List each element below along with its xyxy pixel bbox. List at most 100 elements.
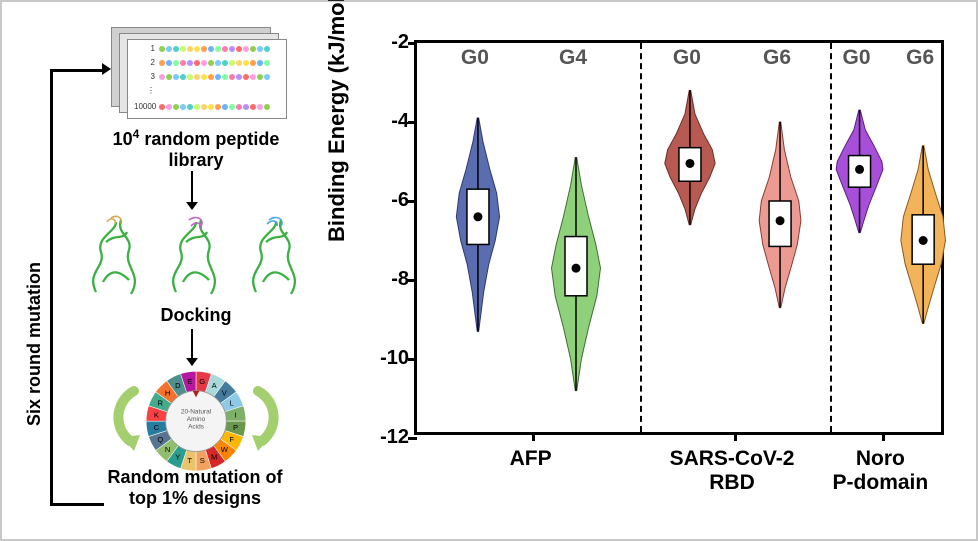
residue-dot bbox=[173, 104, 179, 110]
residue-dot bbox=[194, 60, 200, 66]
residue-dot bbox=[222, 104, 228, 110]
residue-dot bbox=[250, 46, 256, 52]
residue-dot bbox=[243, 104, 249, 110]
residue-dot bbox=[187, 60, 193, 66]
wheel-letter: G bbox=[199, 377, 205, 386]
residue-dot bbox=[236, 46, 242, 52]
y-tick-label: -10 bbox=[369, 347, 409, 370]
y-tick-label: -8 bbox=[369, 268, 409, 291]
residue-dot bbox=[222, 74, 228, 80]
residue-dot bbox=[222, 46, 228, 52]
residue-dot bbox=[257, 104, 263, 110]
sequence-row: 2 bbox=[134, 58, 270, 67]
residue-dot bbox=[180, 60, 186, 66]
sequence-index: 1 bbox=[134, 44, 158, 53]
figure-root: 123⋮10000 104 random peptide library Doc… bbox=[0, 0, 978, 541]
chart-panel: Binding Energy (kJ/mol) -2-4-6-8-10-12 A… bbox=[332, 12, 962, 532]
sequence-index: 10000 bbox=[134, 102, 158, 111]
residue-dot bbox=[187, 46, 193, 52]
residue-dot bbox=[180, 74, 186, 80]
median-dot bbox=[919, 236, 928, 245]
generation-label: G6 bbox=[895, 46, 945, 70]
generation-label: G0 bbox=[832, 46, 882, 70]
generation-label: G0 bbox=[662, 46, 712, 70]
residue-dot bbox=[166, 104, 172, 110]
y-tick bbox=[408, 437, 417, 440]
residue-dot bbox=[222, 60, 228, 66]
residue-dot bbox=[166, 60, 172, 66]
wheel-arrow-left bbox=[100, 383, 140, 453]
residue-dot bbox=[194, 74, 200, 80]
generation-label: G6 bbox=[752, 46, 802, 70]
wheel-letter: Q bbox=[157, 435, 163, 444]
category-label: AFP bbox=[451, 447, 611, 471]
docking-label: Docking bbox=[86, 305, 306, 326]
loop-arrowhead bbox=[102, 63, 111, 75]
y-tick bbox=[408, 200, 417, 203]
amino-acid-wheel: GAVLIPFWMSTYNQCKRHDE20-NaturalAminoAcids bbox=[131, 367, 261, 467]
wheel-letter: E bbox=[187, 377, 192, 386]
residue-dot bbox=[236, 104, 242, 110]
wheel-letter: P bbox=[233, 423, 238, 432]
wheel-letter: Y bbox=[175, 452, 180, 461]
residue-dot bbox=[250, 74, 256, 80]
wheel-letter: D bbox=[175, 381, 181, 390]
wheel-letter: N bbox=[165, 445, 170, 454]
residue-dot bbox=[159, 46, 165, 52]
residue-dot bbox=[208, 104, 214, 110]
mutation-label: Random mutation of top 1% designs bbox=[75, 467, 315, 508]
plot-area: -2-4-6-8-10-12 bbox=[414, 40, 944, 435]
sequence-row: 3 bbox=[134, 72, 270, 81]
wheel-center-text: 20-Natural bbox=[181, 409, 211, 416]
median-dot bbox=[685, 159, 694, 168]
residue-dot bbox=[201, 104, 207, 110]
residue-dot bbox=[166, 74, 172, 80]
wheel-center-text: Amino bbox=[187, 416, 206, 423]
residue-dot bbox=[194, 104, 200, 110]
residue-dot bbox=[208, 60, 214, 66]
protein-structure-3 bbox=[241, 212, 311, 302]
median-dot bbox=[855, 165, 864, 174]
loop-bracket bbox=[50, 69, 104, 506]
y-tick-label: -2 bbox=[369, 31, 409, 54]
wheel-center-text: Acids bbox=[188, 424, 205, 431]
residue-dot bbox=[250, 60, 256, 66]
residue-dot bbox=[264, 74, 270, 80]
wheel-letter: M bbox=[211, 452, 217, 461]
residue-dot bbox=[257, 46, 263, 52]
category-label: SARS-CoV-2RBD bbox=[652, 447, 812, 495]
y-tick bbox=[408, 358, 417, 361]
residue-dot bbox=[201, 60, 207, 66]
residue-dot bbox=[243, 60, 249, 66]
residue-dot bbox=[215, 60, 221, 66]
sequence-row: 1 bbox=[134, 44, 270, 53]
residue-dot bbox=[264, 46, 270, 52]
wheel-letter: I bbox=[235, 410, 237, 419]
docking-illustration bbox=[81, 212, 311, 302]
residue-dot bbox=[257, 74, 263, 80]
wheel-letter: C bbox=[154, 423, 160, 432]
generation-label: G0 bbox=[450, 46, 500, 70]
wheel-letter: T bbox=[187, 456, 192, 465]
y-tick bbox=[408, 279, 417, 282]
residue-dot bbox=[166, 46, 172, 52]
residue-dot bbox=[257, 60, 263, 66]
wheel-arrow-right bbox=[252, 383, 292, 453]
y-axis-label: Binding Energy (kJ/mol) bbox=[324, 0, 350, 242]
residue-dot bbox=[201, 74, 207, 80]
library-label: 104 random peptide library bbox=[86, 127, 306, 171]
violins-layer bbox=[417, 43, 947, 438]
wheel-letter: R bbox=[158, 398, 164, 407]
protein-structure-2 bbox=[161, 212, 231, 302]
wheel-letter: H bbox=[165, 388, 170, 397]
median-dot bbox=[572, 264, 581, 273]
sequence-row: 10000 bbox=[134, 102, 270, 111]
residue-dot bbox=[215, 104, 221, 110]
residue-dot bbox=[173, 60, 179, 66]
residue-dot bbox=[264, 60, 270, 66]
loop-label: Six round mutation bbox=[24, 262, 45, 426]
y-tick bbox=[408, 121, 417, 124]
sequence-index: 2 bbox=[134, 58, 158, 67]
residue-dot bbox=[208, 74, 214, 80]
arrow-docking-to-wheel bbox=[191, 329, 193, 359]
